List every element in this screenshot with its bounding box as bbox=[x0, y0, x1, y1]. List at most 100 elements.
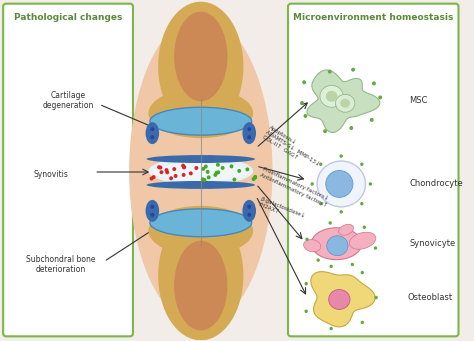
Ellipse shape bbox=[174, 12, 228, 101]
Ellipse shape bbox=[152, 163, 249, 181]
Ellipse shape bbox=[327, 236, 348, 256]
Ellipse shape bbox=[174, 241, 228, 330]
Ellipse shape bbox=[374, 296, 378, 299]
Ellipse shape bbox=[329, 265, 333, 268]
Ellipse shape bbox=[361, 321, 364, 324]
Text: MSC: MSC bbox=[409, 96, 428, 105]
Ellipse shape bbox=[146, 181, 255, 189]
Polygon shape bbox=[307, 70, 380, 132]
Ellipse shape bbox=[173, 167, 176, 171]
Ellipse shape bbox=[323, 129, 327, 133]
Ellipse shape bbox=[157, 165, 161, 169]
Ellipse shape bbox=[247, 135, 251, 139]
Ellipse shape bbox=[229, 164, 234, 168]
Ellipse shape bbox=[360, 202, 364, 205]
Ellipse shape bbox=[215, 171, 219, 175]
Ellipse shape bbox=[206, 170, 210, 174]
Ellipse shape bbox=[304, 282, 308, 285]
Ellipse shape bbox=[146, 200, 159, 222]
Ellipse shape bbox=[370, 118, 374, 122]
Ellipse shape bbox=[340, 99, 350, 108]
Ellipse shape bbox=[252, 177, 255, 181]
Ellipse shape bbox=[158, 2, 244, 131]
Ellipse shape bbox=[237, 169, 241, 173]
Ellipse shape bbox=[363, 225, 366, 229]
Ellipse shape bbox=[158, 166, 163, 169]
Ellipse shape bbox=[319, 202, 322, 205]
Ellipse shape bbox=[150, 127, 155, 131]
Ellipse shape bbox=[148, 88, 253, 138]
Ellipse shape bbox=[253, 176, 257, 179]
Ellipse shape bbox=[310, 182, 314, 186]
Ellipse shape bbox=[150, 209, 252, 237]
Ellipse shape bbox=[351, 263, 354, 266]
Ellipse shape bbox=[338, 224, 354, 235]
Ellipse shape bbox=[221, 166, 225, 170]
Ellipse shape bbox=[351, 68, 355, 72]
Ellipse shape bbox=[216, 163, 220, 167]
Text: Synovitis: Synovitis bbox=[33, 170, 68, 179]
Ellipse shape bbox=[303, 240, 321, 252]
Ellipse shape bbox=[246, 167, 249, 172]
Ellipse shape bbox=[317, 258, 320, 262]
Text: Pathological changes: Pathological changes bbox=[14, 13, 122, 21]
Ellipse shape bbox=[160, 170, 164, 174]
Ellipse shape bbox=[165, 170, 169, 174]
FancyBboxPatch shape bbox=[288, 4, 458, 336]
Ellipse shape bbox=[150, 205, 155, 209]
Ellipse shape bbox=[339, 210, 343, 213]
Ellipse shape bbox=[169, 176, 173, 180]
Ellipse shape bbox=[216, 170, 220, 174]
Ellipse shape bbox=[247, 127, 251, 131]
Ellipse shape bbox=[201, 177, 205, 181]
Text: Cartilage
degeneration: Cartilage degeneration bbox=[42, 91, 94, 110]
Ellipse shape bbox=[182, 165, 186, 169]
Ellipse shape bbox=[328, 290, 350, 309]
Ellipse shape bbox=[328, 70, 332, 74]
Text: Microenvironment homeostasis: Microenvironment homeostasis bbox=[293, 13, 454, 21]
Ellipse shape bbox=[349, 232, 376, 249]
Ellipse shape bbox=[247, 213, 251, 217]
Ellipse shape bbox=[302, 80, 306, 84]
Ellipse shape bbox=[303, 114, 307, 118]
Ellipse shape bbox=[158, 211, 244, 340]
Ellipse shape bbox=[164, 168, 168, 172]
Ellipse shape bbox=[305, 238, 309, 241]
Ellipse shape bbox=[326, 170, 353, 197]
Text: Proinflammatory factors↓
Antiinflammatory factors↑: Proinflammatory factors↓ Antiinflammator… bbox=[259, 166, 331, 208]
Ellipse shape bbox=[182, 165, 186, 169]
Ellipse shape bbox=[181, 164, 185, 168]
Text: Apoptosis↓
ADAMTS-S↓  MMP-13↓
COL-II↑  GAG↑: Apoptosis↓ ADAMTS-S↓ MMP-13↓ COL-II↑ GAG… bbox=[262, 124, 324, 172]
Ellipse shape bbox=[349, 126, 353, 130]
Ellipse shape bbox=[173, 174, 178, 178]
Ellipse shape bbox=[194, 166, 198, 170]
Text: Synovicyte: Synovicyte bbox=[409, 239, 456, 248]
FancyBboxPatch shape bbox=[3, 4, 133, 336]
Ellipse shape bbox=[339, 154, 343, 158]
Ellipse shape bbox=[320, 85, 343, 107]
Ellipse shape bbox=[148, 157, 253, 185]
Ellipse shape bbox=[300, 101, 304, 105]
Ellipse shape bbox=[146, 122, 159, 144]
Ellipse shape bbox=[129, 17, 273, 325]
Ellipse shape bbox=[374, 246, 377, 250]
Ellipse shape bbox=[319, 162, 322, 166]
Ellipse shape bbox=[242, 200, 256, 222]
Ellipse shape bbox=[378, 95, 382, 100]
Ellipse shape bbox=[150, 177, 154, 180]
Text: Chondrocyte: Chondrocyte bbox=[409, 179, 463, 189]
Ellipse shape bbox=[317, 161, 365, 207]
Ellipse shape bbox=[326, 91, 337, 102]
Ellipse shape bbox=[311, 228, 362, 260]
Ellipse shape bbox=[152, 175, 155, 179]
Ellipse shape bbox=[148, 206, 253, 256]
Polygon shape bbox=[311, 272, 375, 327]
Ellipse shape bbox=[328, 221, 332, 225]
Ellipse shape bbox=[213, 173, 217, 177]
Ellipse shape bbox=[361, 271, 364, 274]
Ellipse shape bbox=[232, 178, 237, 181]
Ellipse shape bbox=[207, 175, 210, 179]
Ellipse shape bbox=[150, 135, 155, 139]
Ellipse shape bbox=[242, 122, 256, 144]
Ellipse shape bbox=[201, 167, 205, 171]
